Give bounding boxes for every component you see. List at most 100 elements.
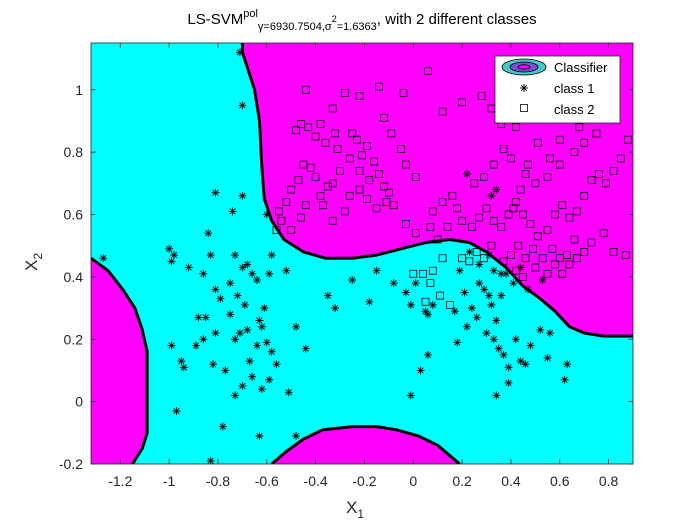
class-2-point [555, 135, 564, 144]
class-2-point [297, 213, 305, 222]
class-1-point [211, 285, 220, 294]
class-2-point [546, 154, 554, 163]
class-1-point [231, 251, 240, 260]
legend-label-class-2: class 2 [554, 102, 594, 117]
class-2-point [372, 204, 381, 213]
class-1-point [211, 329, 220, 338]
class-1-point [421, 307, 430, 316]
class-2-point [511, 266, 520, 275]
class-2-point [380, 113, 388, 122]
class-1-point [172, 406, 181, 415]
class-1-point [521, 360, 530, 369]
class-2-point [311, 173, 320, 182]
class-1-point [524, 285, 533, 294]
class-2-point [519, 272, 527, 281]
class-2-point [436, 291, 445, 300]
class-2-point [316, 120, 325, 128]
class-2-point [506, 251, 515, 260]
class-2-point [411, 173, 420, 182]
class-1-point [206, 251, 215, 260]
y-tick-label: 0.2 [64, 331, 84, 347]
class-1-point [411, 279, 420, 288]
class-2-point [548, 244, 557, 253]
class-1-point [389, 279, 398, 288]
y-tick-label: 0.6 [64, 207, 84, 223]
class-1-point [492, 316, 501, 325]
class-1-point [511, 335, 520, 344]
class-2-point [426, 223, 435, 231]
class-1-point [235, 329, 244, 338]
class-1-point [191, 341, 200, 350]
x-tick-label: 0 [409, 473, 417, 489]
class-1-point [260, 304, 269, 313]
class-1-point [301, 344, 310, 353]
class-1-point [492, 185, 501, 194]
class-1-point [499, 350, 508, 359]
class-1-point [272, 360, 281, 369]
class-2-point [428, 207, 437, 216]
class-2-point [570, 148, 579, 157]
class-2-point [529, 244, 537, 253]
class-2-point [475, 213, 484, 222]
legend-asterisk-marker [520, 84, 528, 92]
y-tick-label: 0 [75, 394, 83, 410]
class-1-point [167, 257, 176, 266]
class-1-point [475, 279, 484, 288]
x-tick-label: -0.6 [255, 473, 279, 489]
y-tick-label: 1 [75, 82, 83, 98]
class-2-point [480, 173, 489, 182]
class-1-point [455, 266, 464, 275]
class-1-point [199, 335, 208, 344]
class-1-point [489, 335, 498, 344]
legend-classifier-icon [501, 58, 547, 76]
class-1-point [255, 316, 264, 325]
class-2-point [472, 247, 481, 256]
class-2-point [480, 254, 489, 263]
class-2-point [570, 235, 579, 244]
class-2-point [355, 185, 364, 194]
class-2-point [504, 210, 513, 219]
class-1-point [231, 391, 240, 400]
class-2-point [531, 179, 540, 188]
class-2-point [333, 145, 342, 153]
class-1-point [416, 366, 425, 375]
class-1-points [99, 48, 572, 464]
region-class-2-bottom-middle [271, 426, 460, 464]
class-2-point [511, 198, 520, 206]
class-2-point [489, 160, 498, 169]
class-1-point [177, 357, 186, 366]
class-2-point [287, 185, 296, 194]
class-1-point [238, 263, 247, 272]
class-2-point [397, 145, 406, 153]
x-tick-label: 0.6 [550, 473, 570, 489]
class-2-point [499, 145, 508, 153]
class-2-point [616, 154, 625, 163]
class-1-point [348, 276, 357, 285]
y-axis-ticks: -0.2 0 0.2 0.4 0.6 0.8 1 [59, 82, 633, 472]
class-1-point [194, 313, 203, 322]
class-2-point [411, 229, 420, 238]
class-2-point [421, 297, 430, 306]
class-2-point [565, 260, 574, 269]
x-axis-label: X1 [346, 498, 364, 521]
class-1-point [248, 372, 257, 381]
class-1-point [450, 307, 459, 316]
class-2-point [580, 247, 589, 256]
class-2-point [514, 241, 523, 250]
class-1-point [472, 313, 481, 322]
class-2-point [533, 138, 542, 147]
class-1-point [462, 322, 471, 331]
class-2-point [533, 232, 542, 241]
class-1-point [465, 247, 474, 256]
class-2-point [453, 204, 462, 213]
class-1-point [365, 297, 374, 306]
class-2-point [426, 279, 435, 288]
x-tick-label: -0.2 [352, 473, 376, 489]
class-1-point [453, 338, 462, 347]
class-2-point [423, 67, 432, 75]
class-1-point [460, 288, 469, 297]
class-2-point [587, 238, 596, 247]
class-1-point [401, 288, 410, 297]
class-2-point [458, 216, 467, 225]
class-2-point [399, 89, 408, 97]
